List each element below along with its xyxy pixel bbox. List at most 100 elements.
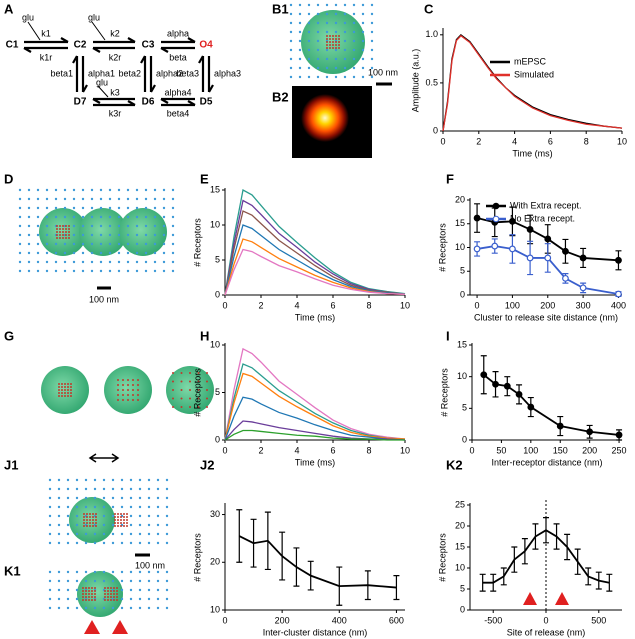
receptor-dot [90, 269, 94, 273]
cluster-receptor [122, 379, 124, 381]
receptor-dot [54, 197, 58, 201]
marker [515, 391, 523, 398]
cluster-receptor [65, 234, 67, 236]
receptor-dot [48, 588, 52, 592]
cluster-receptor [58, 383, 60, 385]
receptor-dot [361, 30, 365, 34]
receptor-dot [93, 541, 97, 545]
receptor-dot [102, 579, 106, 583]
receptor-dot [36, 269, 40, 273]
receptor-dot [117, 197, 121, 201]
cluster-receptor [126, 519, 128, 521]
rate-label: beta3 [176, 68, 199, 78]
cluster-receptor [83, 516, 85, 518]
receptor-dot [361, 48, 365, 52]
receptor-dot [48, 523, 52, 527]
receptor-dot [153, 224, 157, 228]
receptor-dot [352, 66, 356, 70]
receptor-dot [36, 224, 40, 228]
rate-label: k2 [110, 28, 120, 38]
receptor-dot [48, 496, 52, 500]
cluster-receptor [107, 587, 109, 589]
receptor-dot [75, 606, 79, 610]
receptor-dot [75, 505, 79, 509]
receptor-dot [108, 188, 112, 192]
receptor-dot [129, 579, 133, 583]
receptor-dot [102, 487, 106, 491]
receptor-dot [343, 39, 347, 43]
cluster-receptor [197, 389, 200, 391]
receptor-dot [298, 30, 302, 34]
series-line [238, 535, 397, 589]
cluster-receptor [122, 399, 124, 401]
cluster-receptor [206, 406, 208, 408]
x-tick-label: -500 [484, 615, 502, 625]
cluster-receptor [91, 593, 93, 595]
cluster-receptor [68, 237, 70, 239]
cluster-receptor [110, 599, 112, 601]
receptor-dot [171, 233, 175, 237]
receptor-dot [27, 233, 31, 237]
cluster-receptor [68, 228, 70, 230]
marker [526, 254, 534, 262]
legend-label: Simulated [514, 69, 554, 79]
receptor-dot [129, 606, 133, 610]
receptor-dot [135, 224, 139, 228]
receptor-dot [18, 188, 22, 192]
receptor-dot [165, 523, 169, 527]
rate-arrow [198, 55, 205, 92]
cluster-receptor [83, 519, 85, 521]
cluster-receptor [206, 389, 208, 391]
receptor-dot [156, 487, 160, 491]
receptor-dot [126, 188, 130, 192]
rate-arrow [161, 37, 196, 44]
receptor-dot [36, 197, 40, 201]
y-tick-label: 5 [215, 387, 220, 397]
receptor-dot [147, 541, 151, 545]
rate-arrow [160, 97, 195, 104]
receptor-dot [93, 606, 97, 610]
cluster-receptor [110, 596, 112, 598]
cluster-receptor [62, 237, 64, 239]
cluster-receptor [88, 596, 90, 598]
cluster-receptor [85, 593, 87, 595]
receptor-dot [325, 3, 329, 7]
receptor-dot [135, 242, 139, 246]
marker [480, 371, 488, 379]
cluster-receptor [59, 231, 61, 233]
receptor-dot [343, 12, 347, 16]
cluster-receptor [91, 587, 93, 589]
receptor-dot [316, 12, 320, 16]
receptor-dot [45, 188, 49, 192]
cluster-receptor [65, 228, 67, 230]
receptor-dot [57, 487, 61, 491]
receptor-dot [307, 3, 311, 7]
receptor-dot [48, 541, 52, 545]
x-tick-label: 0 [469, 445, 474, 455]
receptor-dot [144, 224, 148, 228]
receptor-dot [144, 188, 148, 192]
receptor-dot [316, 39, 320, 43]
receptor-dot [298, 75, 302, 79]
receptor-dot [57, 532, 61, 536]
receptor-dot [334, 12, 338, 16]
cluster-receptor [338, 44, 340, 46]
receptor-dot [147, 597, 151, 601]
receptor-dot [156, 570, 160, 574]
receptor-dot [147, 505, 151, 509]
receptor-dot [63, 242, 67, 246]
receptor-dot [343, 48, 347, 52]
cluster-receptor [107, 590, 109, 592]
receptor-dot [289, 30, 293, 34]
cluster-receptor [64, 383, 66, 385]
cluster-receptor [56, 231, 58, 233]
receptor-dot [325, 12, 329, 16]
receptor-dot [135, 206, 139, 210]
receptor-dot [325, 75, 329, 79]
receptor-dot [102, 532, 106, 536]
panel-label: G [4, 328, 14, 343]
receptor-dot [84, 478, 88, 482]
receptor-dot [111, 496, 115, 500]
cluster-receptor [61, 392, 63, 394]
cluster-receptor [116, 599, 118, 601]
